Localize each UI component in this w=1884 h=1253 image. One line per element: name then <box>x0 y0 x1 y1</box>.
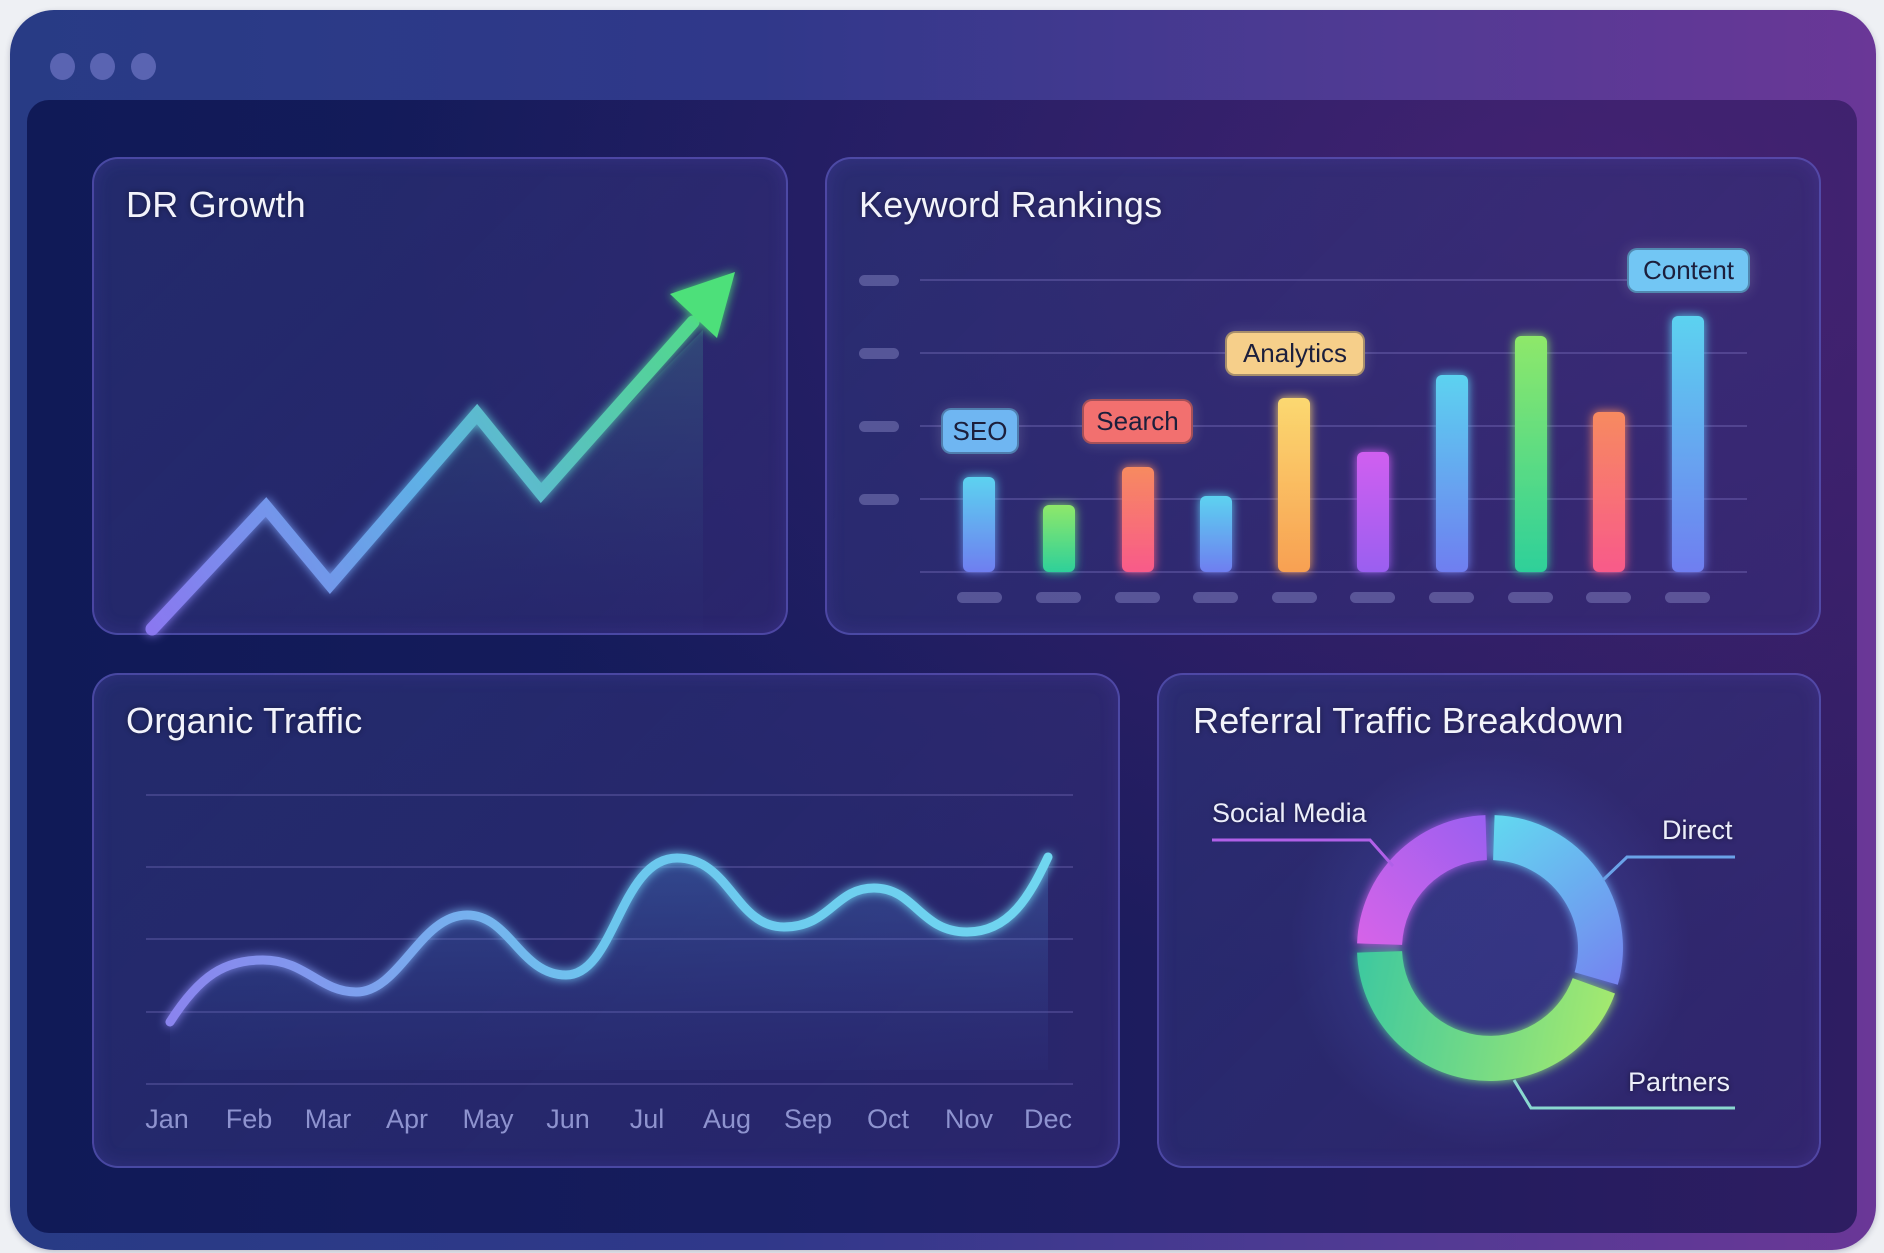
y-tick-placeholder <box>859 275 899 286</box>
x-tick-placeholder <box>1036 592 1081 603</box>
x-tick-placeholder <box>1508 592 1553 603</box>
window-control-dot[interactable] <box>50 53 75 80</box>
x-axis-label: Apr <box>385 1104 429 1134</box>
y-tick-placeholder <box>859 421 899 432</box>
window-control-dot[interactable] <box>131 53 156 80</box>
x-axis-label: Aug <box>702 1104 752 1134</box>
bar <box>1672 316 1704 572</box>
bar <box>1357 452 1389 572</box>
bar <box>1200 496 1232 572</box>
x-axis-label: Mar <box>304 1104 352 1134</box>
bar <box>963 477 995 572</box>
leader-line-partners <box>1512 1079 1735 1110</box>
organic-traffic-title: Organic Traffic <box>126 700 363 741</box>
x-axis-label: Dec <box>1023 1104 1073 1134</box>
x-tick-placeholder <box>1193 592 1238 603</box>
bar <box>1436 375 1468 572</box>
legend-social-media: Social Media <box>1212 798 1367 828</box>
x-axis-label: Oct <box>866 1104 910 1134</box>
x-axis-label: May <box>462 1104 514 1134</box>
bar <box>1593 412 1625 572</box>
x-tick-placeholder <box>1272 592 1317 603</box>
leader-line-social <box>1212 838 1395 867</box>
badge-search: Search <box>1082 399 1193 444</box>
donut-segment-direct <box>1493 815 1623 985</box>
leader-line-direct <box>1601 855 1735 882</box>
x-tick-placeholder <box>1586 592 1631 603</box>
organic-traffic-line <box>165 852 1053 1027</box>
x-axis-label: Jul <box>629 1104 665 1134</box>
bar <box>1278 398 1310 572</box>
bar <box>1043 505 1075 572</box>
y-tick-placeholder <box>859 494 899 505</box>
keyword-rankings-title: Keyword Rankings <box>859 184 1163 225</box>
x-tick-placeholder <box>1350 592 1395 603</box>
dr-growth-line <box>145 315 700 636</box>
donut-segment-social-media <box>1357 815 1487 945</box>
badge-seo: SEO <box>941 408 1019 454</box>
organic-traffic-panel <box>92 673 1120 1168</box>
x-tick-placeholder <box>1429 592 1474 603</box>
legend-direct: Direct <box>1662 815 1733 845</box>
x-axis-label: Jan <box>145 1104 189 1134</box>
dr-growth-title: DR Growth <box>126 184 306 225</box>
donut-segment-partners <box>1357 951 1615 1082</box>
badge-analytics: Analytics <box>1225 331 1365 376</box>
legend-partners: Partners <box>1628 1067 1731 1097</box>
y-tick-placeholder <box>859 348 899 359</box>
x-tick-placeholder <box>1115 592 1160 603</box>
x-tick-placeholder <box>957 592 1002 603</box>
badge-content: Content <box>1627 248 1750 293</box>
x-axis-label: Jun <box>546 1104 590 1134</box>
bar <box>1122 467 1154 572</box>
x-axis-label: Feb <box>225 1104 273 1134</box>
x-axis-label: Sep <box>783 1104 833 1134</box>
x-tick-placeholder <box>1665 592 1710 603</box>
arrow-up-icon <box>670 272 735 338</box>
window-control-dot[interactable] <box>90 53 115 80</box>
x-axis-label: Nov <box>944 1104 994 1134</box>
bar <box>1515 336 1547 572</box>
referral-traffic-title: Referral Traffic Breakdown <box>1193 700 1624 741</box>
